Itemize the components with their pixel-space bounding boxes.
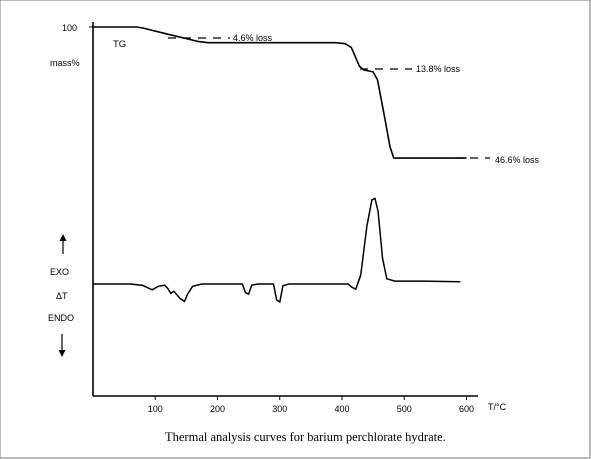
loss-1-label: 4.6% loss — [233, 33, 273, 43]
tg-curve — [93, 26, 467, 159]
loss-2-label: 13.8% loss — [416, 64, 461, 74]
x-axis-label: T/°C — [488, 402, 507, 412]
exo-arrow-icon — [59, 234, 67, 241]
tg-ylabel: mass% — [50, 58, 80, 68]
x-tick-label-200: 200 — [210, 404, 225, 414]
x-tick-label-600: 600 — [459, 404, 474, 414]
x-tick-label-400: 400 — [334, 404, 349, 414]
figure-caption: Thermal analysis curves for barium perch… — [165, 430, 446, 444]
x-tick-label-500: 500 — [397, 404, 412, 414]
delta-t-label: ΔT — [56, 291, 68, 301]
exo-label: EXO — [50, 267, 69, 277]
y-tick-label-100: 100 — [62, 23, 77, 33]
x-tick-group: 100 200 300 400 500 600 — [148, 396, 474, 414]
loss-3-label: 46.6% loss — [495, 155, 540, 165]
endo-arrow-icon — [58, 350, 66, 357]
dta-curve — [93, 197, 461, 304]
endo-label: ENDO — [48, 313, 74, 323]
x-tick-label-300: 300 — [272, 404, 287, 414]
x-tick-label-100: 100 — [148, 404, 163, 414]
tg-curve-label: TG — [113, 39, 126, 50]
